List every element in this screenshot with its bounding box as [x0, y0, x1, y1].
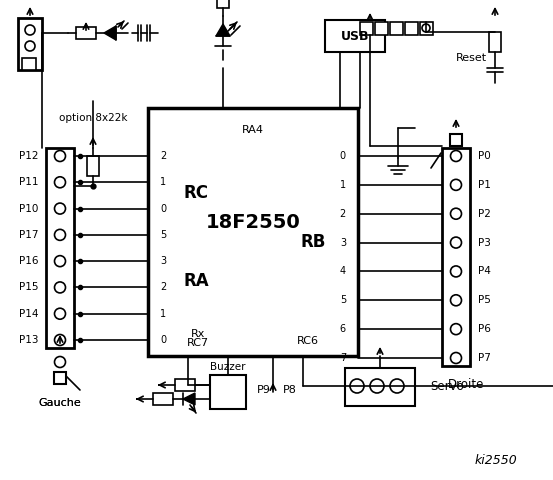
Text: 1: 1: [340, 180, 346, 190]
Circle shape: [55, 308, 65, 319]
Text: 2: 2: [160, 151, 166, 161]
Bar: [210, 375, 246, 409]
Bar: [489, 32, 501, 52]
Bar: [420, 22, 433, 35]
Bar: [46, 148, 74, 348]
Text: P14: P14: [18, 309, 38, 319]
Text: 2: 2: [340, 209, 346, 219]
Bar: [175, 379, 195, 391]
Circle shape: [55, 256, 65, 267]
Text: P8: P8: [283, 385, 297, 395]
Circle shape: [55, 151, 65, 161]
Text: RB: RB: [300, 233, 326, 251]
Text: P17: P17: [18, 230, 38, 240]
Circle shape: [25, 41, 35, 51]
Text: RC7: RC7: [187, 338, 209, 348]
Text: Rx: Rx: [191, 329, 205, 339]
Circle shape: [451, 352, 462, 363]
Text: P16: P16: [18, 256, 38, 266]
Bar: [360, 22, 373, 35]
Text: RA: RA: [183, 272, 209, 290]
Text: 5: 5: [160, 230, 166, 240]
Text: Buzzer: Buzzer: [210, 362, 246, 372]
Text: 4: 4: [340, 266, 346, 276]
Circle shape: [451, 151, 462, 161]
Text: P1: P1: [478, 180, 491, 190]
Bar: [87, 156, 99, 176]
Bar: [18, 18, 42, 70]
Text: P10: P10: [19, 204, 38, 214]
Text: P13: P13: [18, 335, 38, 345]
Text: ki2550: ki2550: [475, 454, 518, 467]
Polygon shape: [183, 393, 195, 405]
Bar: [217, 0, 229, 8]
Text: Gauche: Gauche: [39, 398, 81, 408]
Text: 0: 0: [160, 335, 166, 345]
Text: RC: RC: [184, 184, 208, 202]
Text: RA4: RA4: [242, 125, 264, 135]
Circle shape: [55, 357, 65, 368]
Bar: [442, 148, 470, 366]
Circle shape: [55, 229, 65, 240]
Text: 7: 7: [340, 353, 346, 363]
Bar: [22, 58, 36, 70]
Circle shape: [451, 237, 462, 248]
Circle shape: [451, 295, 462, 306]
Circle shape: [370, 379, 384, 393]
Text: P11: P11: [18, 177, 38, 187]
Bar: [325, 20, 385, 52]
Text: P4: P4: [478, 266, 491, 276]
Text: P12: P12: [18, 151, 38, 161]
Text: 3: 3: [160, 256, 166, 266]
Polygon shape: [216, 24, 230, 36]
Bar: [375, 22, 388, 35]
Circle shape: [451, 266, 462, 277]
Bar: [54, 372, 66, 384]
Circle shape: [451, 208, 462, 219]
Text: USB: USB: [341, 29, 369, 43]
Text: Droite: Droite: [448, 377, 484, 391]
Text: 2: 2: [160, 282, 166, 292]
Text: P7: P7: [478, 353, 491, 363]
Text: P3: P3: [478, 238, 491, 248]
Bar: [345, 368, 415, 406]
Bar: [148, 108, 358, 356]
Text: 5: 5: [340, 295, 346, 305]
Text: P15: P15: [18, 282, 38, 292]
Circle shape: [451, 180, 462, 191]
Polygon shape: [104, 26, 116, 40]
Text: Gauche: Gauche: [39, 398, 81, 408]
Text: 0: 0: [340, 151, 346, 161]
Bar: [153, 393, 173, 405]
Text: P6: P6: [478, 324, 491, 334]
Circle shape: [25, 25, 35, 35]
Text: P9: P9: [257, 385, 271, 395]
Bar: [405, 22, 418, 35]
Text: 18F2550: 18F2550: [206, 213, 300, 231]
Text: option 8x22k: option 8x22k: [59, 113, 127, 123]
Circle shape: [451, 324, 462, 335]
Bar: [390, 22, 403, 35]
Text: P5: P5: [478, 295, 491, 305]
Text: P0: P0: [478, 151, 491, 161]
Text: 3: 3: [340, 238, 346, 248]
Text: RC6: RC6: [297, 336, 319, 346]
Text: 6: 6: [340, 324, 346, 334]
Text: P2: P2: [478, 209, 491, 219]
Circle shape: [55, 335, 65, 346]
Circle shape: [55, 177, 65, 188]
Bar: [450, 134, 462, 146]
Text: 1: 1: [160, 309, 166, 319]
Text: Servo: Servo: [430, 380, 464, 393]
Text: Reset: Reset: [456, 53, 487, 63]
Text: 0: 0: [160, 204, 166, 214]
Circle shape: [390, 379, 404, 393]
Circle shape: [422, 24, 430, 32]
Text: 1: 1: [160, 177, 166, 187]
Circle shape: [350, 379, 364, 393]
Circle shape: [55, 282, 65, 293]
Circle shape: [55, 203, 65, 214]
Bar: [76, 27, 96, 39]
